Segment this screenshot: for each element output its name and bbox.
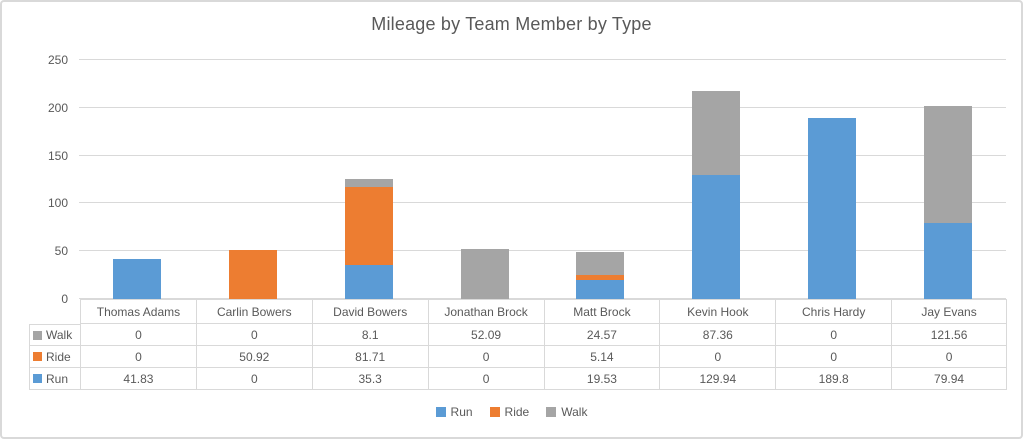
legend-item-walk: Walk xyxy=(546,405,587,419)
plot-area xyxy=(79,59,1006,299)
data-table: Thomas Adams Carlin Bowers David Bowers Jon… xyxy=(29,299,1007,390)
table-row-header-walk: Walk xyxy=(29,324,80,346)
x-axis-line xyxy=(79,298,1006,299)
bar-segment-ride xyxy=(344,187,393,266)
y-tick-label: 50 xyxy=(54,244,68,259)
table-value-cell: 0 xyxy=(80,324,196,346)
legend-swatch-ride xyxy=(33,352,42,361)
legend-item-run: Run xyxy=(435,405,473,419)
table-category-header: Kevin Hook xyxy=(659,299,776,324)
y-tick-label: 250 xyxy=(47,53,68,67)
table-value-cell: 87.36 xyxy=(659,324,776,346)
table-value-cell: 35.3 xyxy=(311,368,428,390)
table-value-cell: 0 xyxy=(659,346,776,368)
bar-column-chris-hardy xyxy=(774,60,890,299)
table-value-cell: 0 xyxy=(427,368,544,390)
table-row-label: Ride xyxy=(46,349,71,364)
table-value-cell: 0 xyxy=(891,346,1007,368)
bar-segment-run xyxy=(924,222,973,299)
table-category-header: Chris Hardy xyxy=(775,299,892,324)
table-value-cell: 0 xyxy=(775,346,892,368)
table-value-cell: 0 xyxy=(427,346,544,368)
gridline xyxy=(79,106,1006,108)
table-category-header: Jay Evans xyxy=(891,299,1007,324)
table-value-cell: 0 xyxy=(195,368,312,390)
table-value-cell: 19.53 xyxy=(543,368,660,390)
legend-swatch-walk xyxy=(33,330,42,340)
gridline xyxy=(79,59,1006,60)
bar-column-jay-evans xyxy=(890,60,1006,299)
bar-segment-walk xyxy=(576,251,625,276)
table-value-cell: 79.94 xyxy=(891,368,1007,390)
table-row-header-run: Run xyxy=(29,368,80,390)
table-category-header: Jonathan Brock xyxy=(427,299,544,324)
legend-swatch-walk xyxy=(546,407,557,417)
bar-segment-run xyxy=(112,259,161,299)
bar-column-jonathan-brock xyxy=(427,60,543,299)
table-row-label: Run xyxy=(46,371,69,386)
table-value-cell: 50.92 xyxy=(195,346,312,368)
legend-label: Ride xyxy=(504,405,530,419)
gridline xyxy=(79,154,1006,156)
table-row-header-ride: Ride xyxy=(29,346,80,368)
table-value-cell: 24.57 xyxy=(543,324,660,346)
table-value-cell: 41.83 xyxy=(80,368,196,390)
table-value-cell: 189.8 xyxy=(775,368,892,390)
y-tick-label: 0 xyxy=(61,292,68,306)
table-category-header: Thomas Adams xyxy=(80,299,196,324)
y-tick-label: 100 xyxy=(47,196,68,211)
table-value-cell: 81.71 xyxy=(311,346,428,368)
legend-swatch-run xyxy=(33,374,42,383)
table-row-label: Walk xyxy=(46,328,73,342)
y-tick-label: 200 xyxy=(47,100,68,115)
table-value-cell: 0 xyxy=(80,346,196,368)
legend-label: Walk xyxy=(561,405,588,419)
y-axis: 0 50 100 150 200 250 xyxy=(2,54,68,305)
bar-segment-run xyxy=(692,174,741,299)
table-value-cell: 121.56 xyxy=(891,324,1007,346)
legend-item-ride: Ride xyxy=(489,405,530,419)
table-category-header: David Bowers xyxy=(311,299,428,324)
bar-segment-walk xyxy=(344,179,393,188)
bar-segment-ride xyxy=(576,275,625,281)
bar-column-david-bowers xyxy=(311,60,427,299)
table-value-cell: 129.94 xyxy=(659,368,776,390)
bar-segment-ride xyxy=(228,250,277,299)
bar-column-carlin-bowers xyxy=(195,60,311,299)
legend: Run Ride Walk xyxy=(2,405,1021,419)
table-value-cell: 0 xyxy=(195,324,312,346)
gridline xyxy=(79,202,1006,204)
table-corner-cell xyxy=(29,299,80,324)
table-value-cell: 0 xyxy=(775,324,892,346)
legend-label: Run xyxy=(450,405,473,419)
chart-title: Mileage by Team Member by Type xyxy=(371,14,652,34)
table-value-cell: 8.1 xyxy=(311,324,428,346)
legend-swatch-run xyxy=(435,407,446,417)
bar-segment-run xyxy=(808,117,857,299)
bar-column-matt-brock xyxy=(543,60,659,299)
table-category-header: Carlin Bowers xyxy=(195,299,312,324)
bar-column-thomas-adams xyxy=(79,60,195,299)
table-value-cell: 5.14 xyxy=(543,346,660,368)
table-category-header: Matt Brock xyxy=(543,299,660,324)
table-value-cell: 52.09 xyxy=(427,324,544,346)
bar-segment-walk xyxy=(924,106,973,223)
bar-segment-walk xyxy=(460,249,509,299)
bar-segment-run xyxy=(344,265,393,299)
bar-column-kevin-hook xyxy=(658,60,774,299)
y-tick-label: 150 xyxy=(47,148,68,163)
legend-swatch-ride xyxy=(489,407,500,417)
bar-segment-walk xyxy=(692,91,741,175)
gridline xyxy=(79,250,1006,252)
bar-segment-run xyxy=(576,280,625,299)
